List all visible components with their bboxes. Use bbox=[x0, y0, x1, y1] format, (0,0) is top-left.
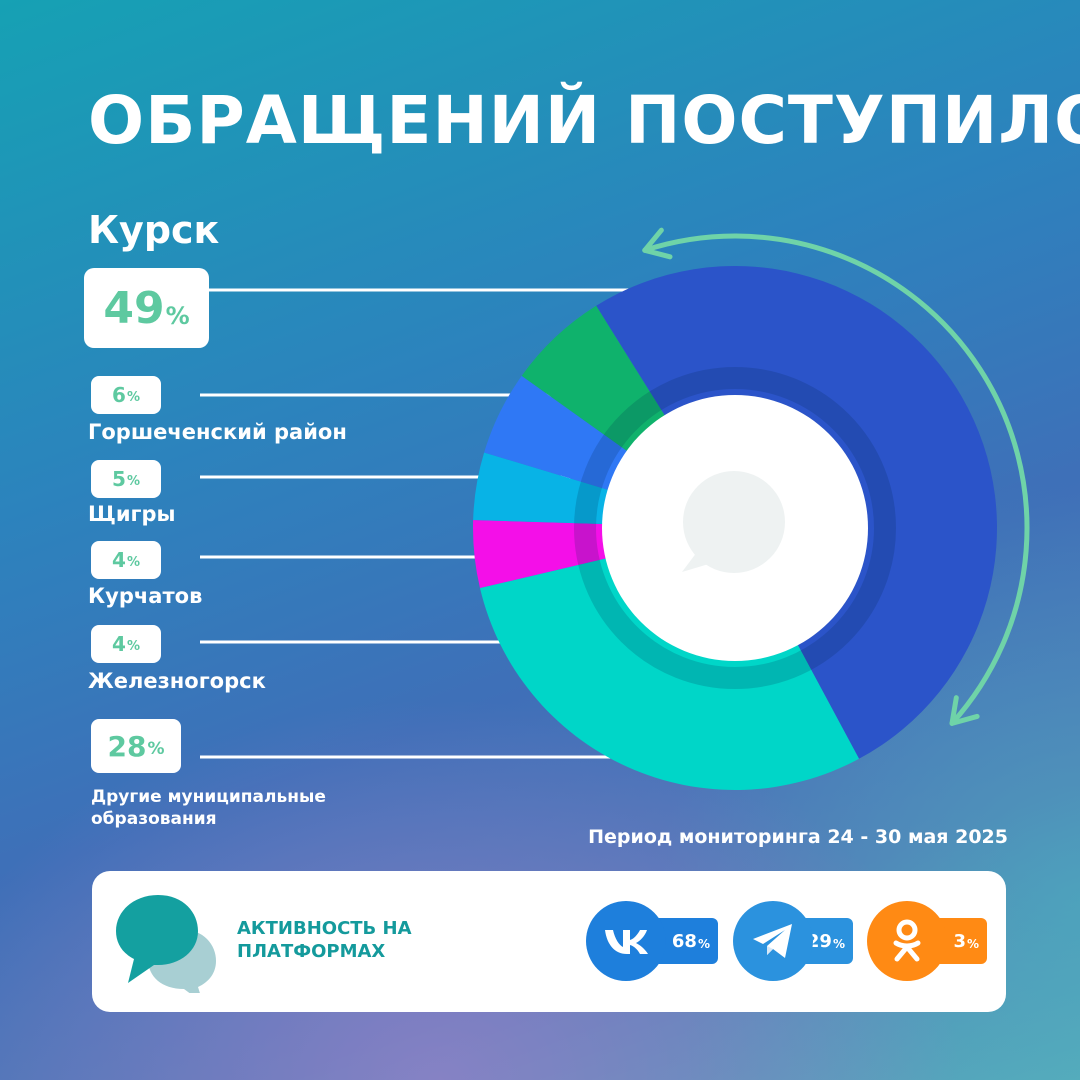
value-badge-zheleznogorsk: 4% bbox=[91, 625, 161, 663]
platform-vk: 68% bbox=[586, 901, 718, 981]
ok-logo-icon bbox=[867, 901, 947, 981]
slice-label-kurchatov: Курчатов bbox=[88, 584, 203, 608]
percent-sign: % bbox=[126, 474, 140, 489]
slice-label-zheleznogorsk: Железногорск bbox=[88, 669, 266, 693]
platform-ok: 3% bbox=[867, 901, 987, 981]
value-zheleznogorsk: 4 bbox=[112, 632, 126, 656]
value-badge-gorshechensky: 6% bbox=[91, 376, 161, 414]
value-badge-kursk: 49% bbox=[84, 268, 209, 348]
donut-slice-other bbox=[479, 558, 860, 790]
donut-slice-kurchatov bbox=[473, 452, 609, 524]
platform-vk-value: 68 bbox=[671, 930, 697, 952]
platform-telegram-value: 29 bbox=[806, 930, 832, 952]
donut-slice-gorshechensky bbox=[521, 305, 666, 452]
donut-inner-ring bbox=[574, 367, 896, 689]
platform-telegram: 29% bbox=[733, 901, 853, 981]
value-other: 28 bbox=[107, 729, 147, 763]
value-badge-shchigry: 5% bbox=[91, 460, 161, 498]
percent-sign: % bbox=[126, 390, 140, 405]
donut-center bbox=[574, 367, 896, 689]
value-badge-other: 28% bbox=[91, 719, 181, 773]
value-gorshechensky: 6 bbox=[112, 383, 126, 407]
percent-sign: % bbox=[832, 936, 845, 951]
percent-sign: % bbox=[165, 302, 190, 330]
platform-activity-panel: АКТИВНОСТЬ НА ПЛАТФОРМАХ 68% 29% bbox=[92, 871, 1006, 1012]
rotation-arrow-icon bbox=[642, 227, 1030, 726]
telegram-logo-icon bbox=[733, 901, 813, 981]
donut-slice-kursk bbox=[596, 266, 997, 759]
chat-bubbles-icon bbox=[116, 895, 216, 993]
speech-bubble-icon bbox=[682, 471, 785, 573]
value-kursk: 49 bbox=[103, 282, 165, 334]
slice-label-kursk: Курск bbox=[88, 208, 220, 252]
donut-slice-zheleznogorsk bbox=[473, 519, 607, 589]
value-shchigry: 5 bbox=[112, 467, 126, 491]
slice-label-shchigry: Щигры bbox=[88, 502, 176, 526]
value-badge-kurchatov: 4% bbox=[91, 541, 161, 579]
percent-sign: % bbox=[697, 936, 710, 951]
percent-sign: % bbox=[126, 639, 140, 654]
page-title: ОБРАЩЕНИЙ ПОСТУПИЛО bbox=[88, 82, 1080, 159]
donut-slices bbox=[473, 266, 997, 790]
platform-ok-value: 3 bbox=[953, 930, 966, 952]
monitoring-period: Период мониторинга 24 - 30 мая 2025 bbox=[588, 826, 1008, 848]
value-kurchatov: 4 bbox=[112, 548, 126, 572]
platform-activity-title: АКТИВНОСТЬ НА ПЛАТФОРМАХ bbox=[237, 918, 412, 962]
percent-sign: % bbox=[147, 739, 165, 759]
percent-sign: % bbox=[966, 936, 979, 951]
vk-logo-icon bbox=[586, 901, 666, 981]
donut-slice-shchigry bbox=[484, 375, 628, 490]
leader-lines bbox=[200, 288, 640, 759]
slice-label-other: Другие муниципальные образования bbox=[91, 787, 326, 829]
slice-label-gorshechensky: Горшеченский район bbox=[88, 420, 347, 444]
percent-sign: % bbox=[126, 555, 140, 570]
